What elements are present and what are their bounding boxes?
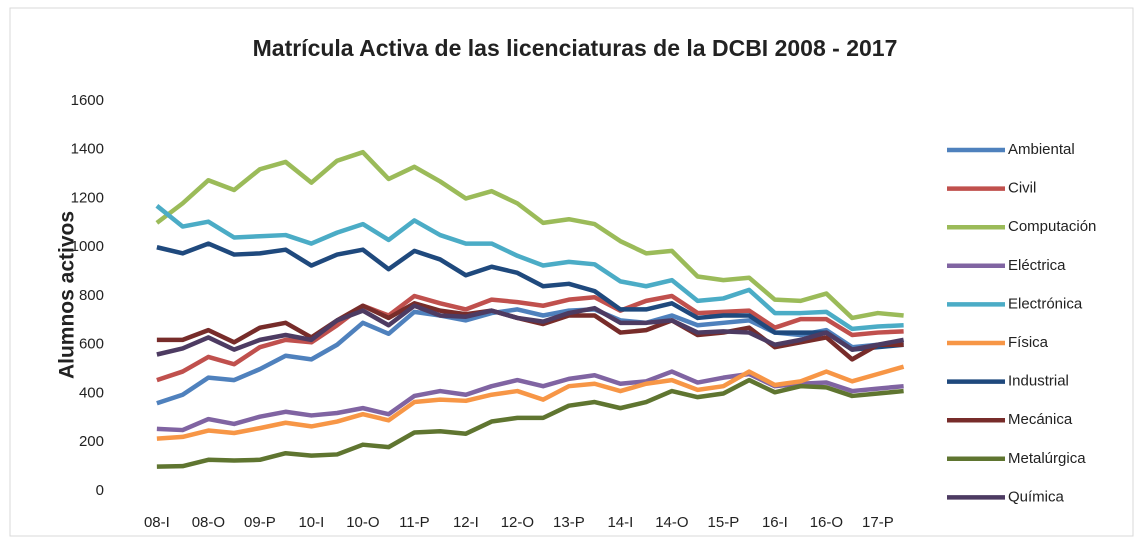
y-tick-label: 1400 <box>71 141 104 158</box>
legend-label: Electrónica <box>1008 295 1083 312</box>
x-tick-label: 16-I <box>762 514 788 531</box>
y-tick-label: 1200 <box>71 189 104 206</box>
x-tick-label: 13-P <box>553 514 585 531</box>
legend-label: Metalúrgica <box>1008 450 1086 467</box>
series-line <box>156 377 904 469</box>
legend-label: Computación <box>1008 218 1096 235</box>
x-tick-label: 09-P <box>244 514 276 531</box>
series-line <box>156 303 905 357</box>
series-line <box>155 204 904 332</box>
legend-label: Eléctrica <box>1008 257 1066 274</box>
x-tick-label: 17-P <box>862 514 894 531</box>
y-tick-label: 800 <box>79 287 104 304</box>
y-tick-label: 400 <box>79 384 104 401</box>
x-tick-label: 16-O <box>810 514 843 531</box>
x-tick-label: 08-O <box>192 514 225 531</box>
x-tick-label: 10-O <box>346 514 379 531</box>
legend-label: Física <box>1008 334 1049 351</box>
series-line <box>155 149 904 321</box>
x-tick-label: 08-I <box>144 514 170 531</box>
x-tick-label: 14-I <box>607 514 633 531</box>
legend-label: Mecánica <box>1008 411 1073 428</box>
x-tick-label: 14-O <box>655 514 688 531</box>
y-axis-label: Alumnos activos <box>56 211 79 379</box>
legend-label: Civil <box>1008 180 1036 197</box>
series-line <box>156 364 905 441</box>
legend-label: Ambiental <box>1008 141 1075 158</box>
chart-border <box>9 7 1134 537</box>
y-tick-label: 1600 <box>71 92 104 109</box>
x-tick-label: 10-I <box>298 514 324 531</box>
y-tick-label: 1000 <box>71 238 104 255</box>
legend-label: Industrial <box>1008 373 1069 390</box>
x-tick-label: 12-O <box>501 514 534 531</box>
y-tick-label: 600 <box>79 336 104 353</box>
x-tick-label: 11-P <box>399 514 430 531</box>
y-tick-label: 0 <box>96 482 104 499</box>
x-tick-label: 12-I <box>453 514 479 531</box>
y-tick-label: 200 <box>79 433 104 450</box>
legend-label: Química <box>1008 488 1065 505</box>
series-line <box>156 293 904 383</box>
chart-title: Matrícula Activa de las licenciaturas de… <box>253 35 898 61</box>
series-line <box>156 241 904 352</box>
x-tick-label: 15-P <box>708 514 740 531</box>
